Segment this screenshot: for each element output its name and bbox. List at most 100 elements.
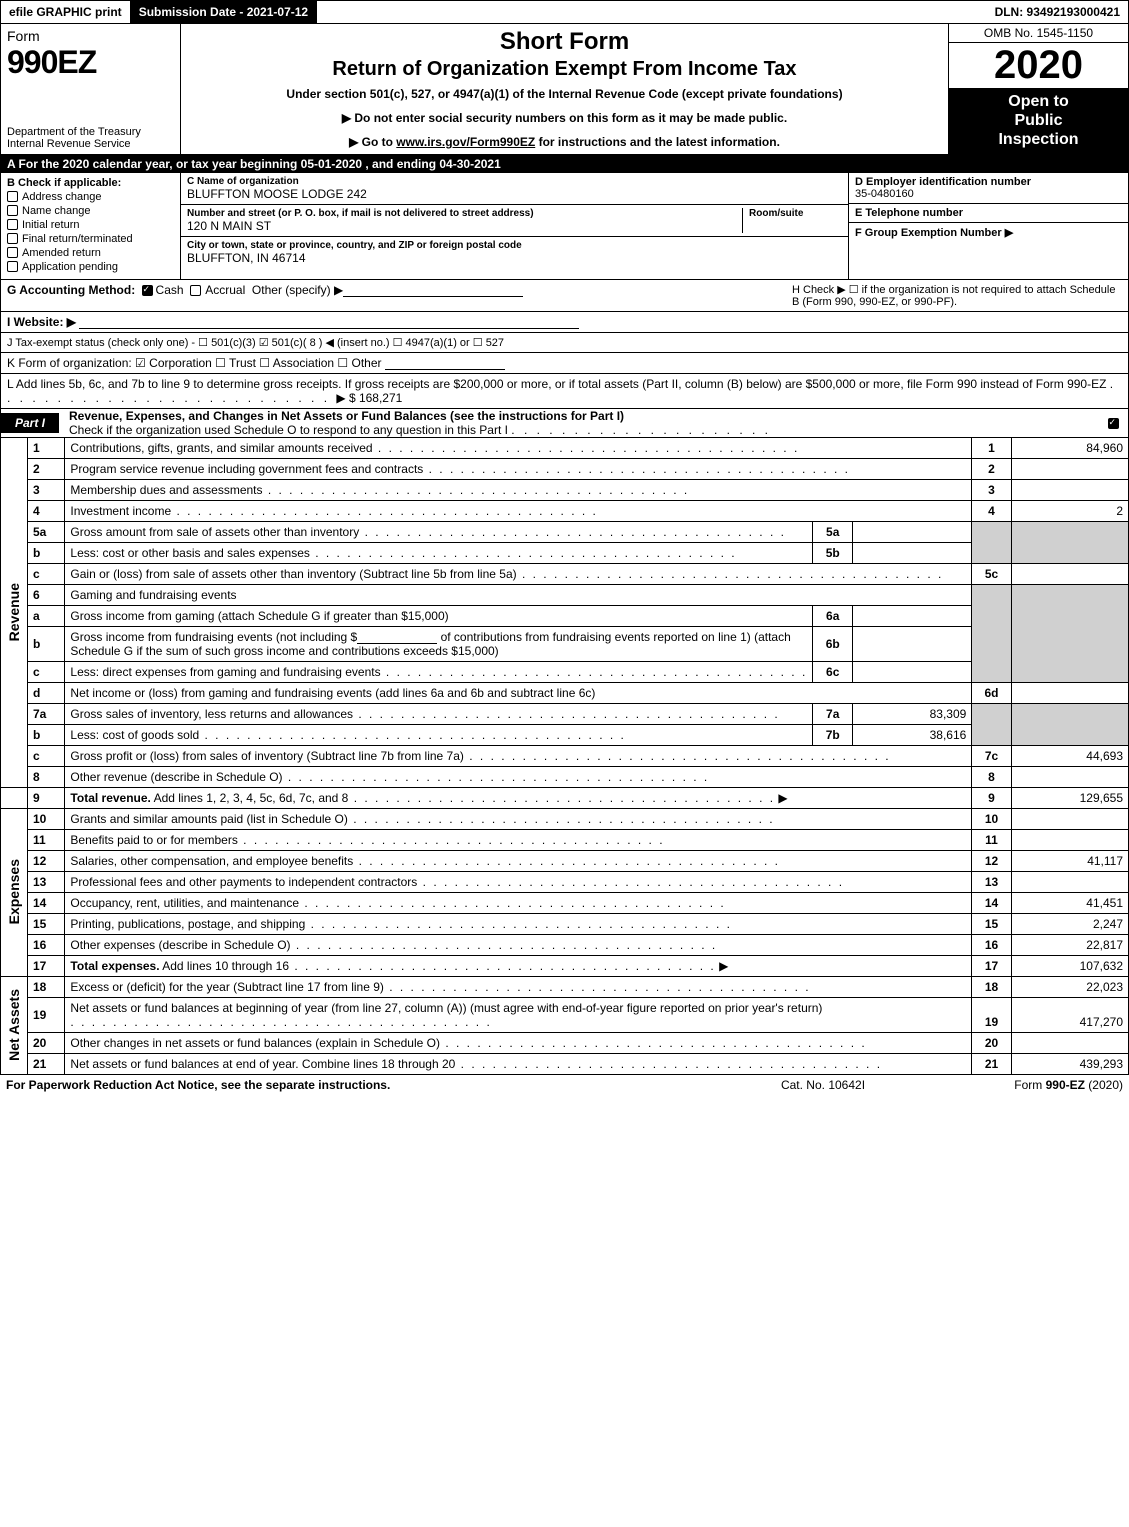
ln-11-desc: Benefits paid to or for members [65, 829, 972, 850]
ln-1-desc: Contributions, gifts, grants, and simila… [65, 438, 972, 459]
ln-7c-num: c [28, 745, 65, 766]
ln-13-rv [1011, 871, 1128, 892]
ln-5c-rv [1011, 563, 1128, 584]
ln-14-desc: Occupancy, rent, utilities, and maintena… [65, 892, 972, 913]
topbar-spacer [317, 1, 986, 23]
opt-final-return: Final return/terminated [22, 233, 133, 245]
row-j-tax-exempt: J Tax-exempt status (check only one) - ☐… [0, 333, 1129, 353]
ln-11-rn: 11 [972, 829, 1011, 850]
ln-11-rv [1011, 829, 1128, 850]
g-label: G Accounting Method: [7, 283, 135, 297]
ln-6b-sn: 6b [813, 626, 853, 661]
shade-6-v [1011, 584, 1128, 682]
ln-16-desc: Other expenses (describe in Schedule O) [65, 934, 972, 955]
footer-cat: Cat. No. 10642I [723, 1078, 923, 1092]
ln-17-desc: Total expenses. Add lines 10 through 16 … [65, 955, 972, 976]
ln-6b-contrib-input[interactable] [357, 632, 437, 644]
ln-5c-num: c [28, 563, 65, 584]
ln-16-num: 16 [28, 934, 65, 955]
chk-amended-return[interactable] [7, 247, 18, 258]
f-group-label: F Group Exemption Number ▶ [855, 227, 1013, 239]
shade-7ab [972, 703, 1011, 745]
ln-5b-num: b [28, 542, 65, 563]
section-revenue: Revenue [1, 438, 28, 788]
return-title: Return of Organization Exempt From Incom… [191, 58, 938, 81]
opt-amended-return: Amended return [22, 247, 101, 259]
ln-6a-num: a [28, 605, 65, 626]
ln-5b-sv [853, 542, 972, 563]
b-label: B Check if applicable: [7, 177, 174, 189]
ln-6b-sv [853, 626, 972, 661]
ln-2-rn: 2 [972, 458, 1011, 479]
org-street: 120 N MAIN ST [187, 219, 742, 233]
ln-5a-num: 5a [28, 521, 65, 542]
chk-cash[interactable] [142, 285, 153, 296]
ln-7a-num: 7a [28, 703, 65, 724]
ln-4-rn: 4 [972, 500, 1011, 521]
ln-13-desc: Professional fees and other payments to … [65, 871, 972, 892]
ln-6a-desc: Gross income from gaming (attach Schedul… [65, 605, 813, 626]
ln-20-num: 20 [28, 1032, 65, 1053]
ln-6d-desc: Net income or (loss) from gaming and fun… [65, 682, 972, 703]
ln-1-rn: 1 [972, 438, 1011, 459]
col-c-org-info: C Name of organization BLUFFTON MOOSE LO… [181, 173, 848, 279]
ln-7a-sv: 83,309 [853, 703, 972, 724]
l-text: L Add lines 5b, 6c, and 7b to line 9 to … [7, 377, 1106, 391]
ln-14-rn: 14 [972, 892, 1011, 913]
ln-12-rn: 12 [972, 850, 1011, 871]
ln-15-desc: Printing, publications, postage, and shi… [65, 913, 972, 934]
part-1-label: Part I [1, 413, 59, 433]
chk-final-return[interactable] [7, 233, 18, 244]
k-other-input[interactable] [385, 358, 505, 370]
chk-name-change[interactable] [7, 205, 18, 216]
chk-accrual[interactable] [190, 285, 201, 296]
header-right: OMB No. 1545-1150 2020 Open toPublicInsp… [948, 24, 1128, 154]
ln-6-desc: Gaming and fundraising events [65, 584, 972, 605]
ln-7c-desc: Gross profit or (loss) from sales of inv… [65, 745, 972, 766]
ln-12-rv: 41,117 [1011, 850, 1128, 871]
ln-6c-num: c [28, 661, 65, 682]
g-other-input[interactable] [343, 285, 523, 297]
part-1-header: Part I Revenue, Expenses, and Changes in… [0, 409, 1129, 438]
header-center: Short Form Return of Organization Exempt… [181, 24, 948, 154]
ln-6c-desc: Less: direct expenses from gaming and fu… [65, 661, 813, 682]
ln-2-num: 2 [28, 458, 65, 479]
ln-5a-sv [853, 521, 972, 542]
ln-3-desc: Membership dues and assessments [65, 479, 972, 500]
footer: For Paperwork Reduction Act Notice, see … [0, 1075, 1129, 1095]
h-schedule-b: H Check ▶ ☐ if the organization is not r… [782, 283, 1122, 308]
dln: DLN: 93492193000421 [987, 1, 1128, 23]
ln-11-num: 11 [28, 829, 65, 850]
under-section: Under section 501(c), 527, or 4947(a)(1)… [191, 87, 938, 101]
g-other: Other (specify) ▶ [252, 283, 343, 297]
ln-8-rn: 8 [972, 766, 1011, 787]
ln-18-desc: Excess or (deficit) for the year (Subtra… [65, 976, 972, 997]
ln-14-num: 14 [28, 892, 65, 913]
block-bcdef: B Check if applicable: Address change Na… [0, 173, 1129, 280]
chk-application-pending[interactable] [7, 261, 18, 272]
ln-10-num: 10 [28, 808, 65, 829]
ssn-warning: ▶ Do not enter social security numbers o… [191, 111, 938, 125]
chk-schedule-o[interactable] [1108, 418, 1119, 429]
ln-9-num: 9 [28, 787, 65, 808]
row-i-website: I Website: ▶ [0, 312, 1129, 333]
irs-link[interactable]: www.irs.gov/Form990EZ [396, 135, 535, 149]
ln-17-rn: 17 [972, 955, 1011, 976]
ln-21-num: 21 [28, 1053, 65, 1074]
ln-6c-sv [853, 661, 972, 682]
chk-address-change[interactable] [7, 191, 18, 202]
ln-7b-sv: 38,616 [853, 724, 972, 745]
ln-19-desc: Net assets or fund balances at beginning… [65, 997, 972, 1032]
dept-treasury: Department of the Treasury [7, 126, 174, 138]
form-header: Form 990EZ Department of the Treasury In… [0, 24, 1129, 155]
chk-initial-return[interactable] [7, 219, 18, 230]
ln-1-num: 1 [28, 438, 65, 459]
ln-5c-desc: Gain or (loss) from sale of assets other… [65, 563, 972, 584]
org-city: BLUFFTON, IN 46714 [187, 251, 842, 265]
ln-6-num: 6 [28, 584, 65, 605]
website-input[interactable] [79, 317, 579, 329]
ln-14-rv: 41,451 [1011, 892, 1128, 913]
efile-print[interactable]: efile GRAPHIC print [1, 1, 131, 23]
ln-12-num: 12 [28, 850, 65, 871]
ln-6b-desc: Gross income from fundraising events (no… [65, 626, 813, 661]
